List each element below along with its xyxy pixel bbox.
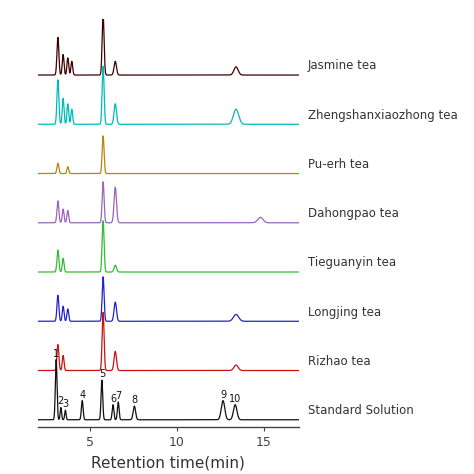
Text: Standard Solution: Standard Solution xyxy=(308,404,414,417)
Text: 6: 6 xyxy=(110,394,116,404)
Text: 8: 8 xyxy=(131,395,137,405)
Text: 4: 4 xyxy=(79,390,85,400)
Text: Dahongpao tea: Dahongpao tea xyxy=(308,207,399,220)
Text: Zhengshanxiaozhong tea: Zhengshanxiaozhong tea xyxy=(308,109,458,121)
Text: 2: 2 xyxy=(58,396,64,406)
Text: 10: 10 xyxy=(229,394,241,404)
X-axis label: Retention time(min): Retention time(min) xyxy=(91,456,245,471)
Text: 7: 7 xyxy=(115,391,121,401)
Text: Pu-erh tea: Pu-erh tea xyxy=(308,158,369,171)
Text: Rizhao tea: Rizhao tea xyxy=(308,355,371,368)
Text: 9: 9 xyxy=(220,390,226,400)
Text: Tieguanyin tea: Tieguanyin tea xyxy=(308,256,396,269)
Text: Longjing tea: Longjing tea xyxy=(308,306,381,319)
Text: 3: 3 xyxy=(62,399,68,409)
Text: 1: 1 xyxy=(53,348,59,358)
Text: 5: 5 xyxy=(99,369,105,379)
Text: Jasmine tea: Jasmine tea xyxy=(308,59,377,73)
